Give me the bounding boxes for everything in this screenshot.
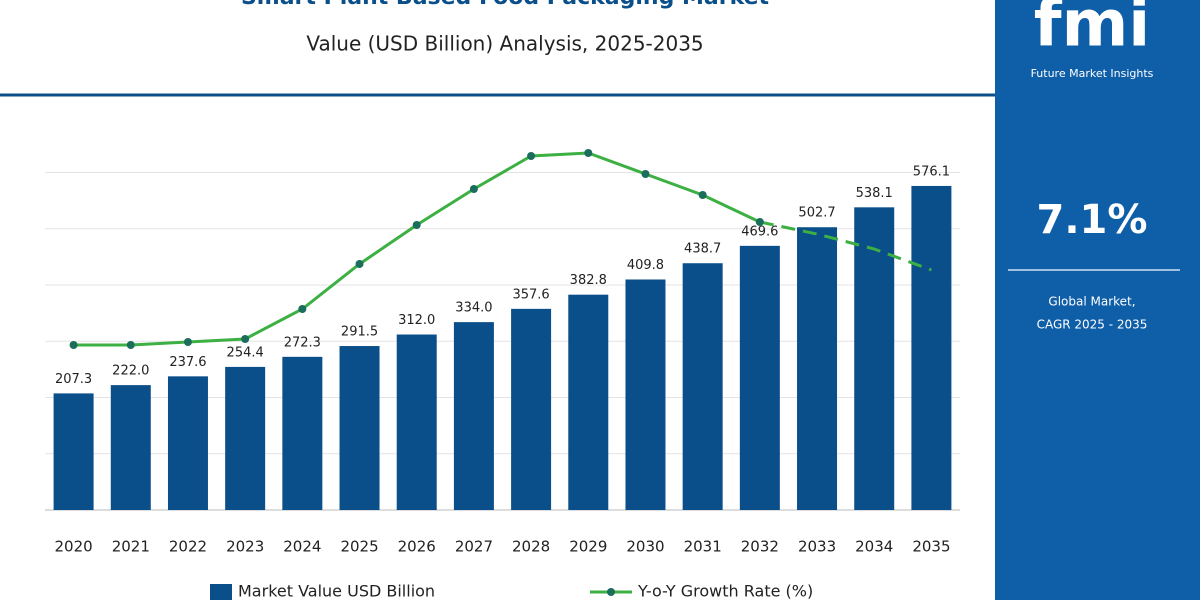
value-label: 291.5 [341, 325, 378, 340]
x-tick-label: 2025 [340, 538, 378, 556]
chart-subtitle: Value (USD Billion) Analysis, 2025-2035 [306, 32, 703, 56]
value-label: 312.0 [398, 313, 435, 328]
value-label: 222.0 [112, 364, 149, 379]
line-marker [298, 305, 307, 313]
legend-swatch [607, 588, 615, 596]
x-tick-label: 2021 [112, 538, 150, 556]
bar [110, 385, 151, 510]
x-tick-label: 2034 [855, 538, 893, 556]
value-label: 502.7 [798, 206, 835, 221]
x-tick-label: 2024 [283, 538, 321, 556]
bar [797, 227, 838, 510]
bar [396, 334, 437, 510]
sidebar [995, 0, 1200, 600]
bar [511, 308, 552, 510]
x-tick-label: 2020 [55, 538, 93, 556]
line-forecast [759, 220, 932, 272]
x-tick-label: 2035 [912, 538, 950, 556]
value-label: 272.3 [284, 335, 321, 350]
line-marker [641, 170, 650, 178]
value-label: 382.8 [570, 273, 607, 288]
x-tick-label: 2029 [569, 538, 607, 556]
brand: Future Market Insights [1031, 67, 1154, 80]
bar [568, 294, 609, 510]
bar [682, 263, 723, 510]
x-tick-label: 2022 [169, 538, 207, 556]
x-tick-label: 2027 [455, 538, 493, 556]
value-label: 237.6 [169, 355, 206, 370]
bar [225, 366, 266, 510]
x-tick-label: 2033 [798, 538, 836, 556]
x-tick-label: 2026 [398, 538, 436, 556]
line-marker [69, 341, 78, 349]
bar [53, 393, 94, 510]
bar [911, 185, 952, 510]
bar [282, 356, 323, 510]
value-label: 576.1 [913, 164, 950, 179]
value-label: 469.6 [741, 224, 778, 239]
value-label: 357.6 [512, 287, 549, 302]
line-marker [584, 149, 593, 157]
line-marker [469, 185, 478, 193]
value-label: 207.3 [55, 372, 92, 387]
bar [625, 279, 666, 510]
legend-swatch [210, 584, 232, 600]
line-marker [755, 218, 764, 226]
bar [339, 346, 380, 510]
value-label: 438.7 [684, 242, 721, 257]
bar [854, 207, 895, 510]
line-marker [126, 341, 135, 349]
line-marker [698, 191, 707, 199]
value-label: 409.8 [627, 258, 664, 273]
line-marker [527, 152, 536, 160]
legend-label: Market Value USD Billion [238, 582, 435, 600]
x-tick-label: 2031 [684, 538, 722, 556]
kpi-caption: CAGR 2025 - 2035 [1037, 318, 1148, 332]
line-marker [412, 221, 421, 229]
value-label: 254.4 [227, 345, 264, 360]
value-label: 334.0 [455, 301, 492, 316]
x-tick-label: 2023 [226, 538, 264, 556]
chart-title: Smart Plant Based Food Packaging Market [241, 0, 770, 10]
kpi: 7.1% [1037, 197, 1148, 243]
line-marker [183, 338, 192, 346]
legend-label: Y-o-Y Growth Rate (%) [637, 582, 813, 600]
bar [167, 376, 208, 510]
bar [453, 322, 494, 510]
x-tick-label: 2028 [512, 538, 550, 556]
line-marker [241, 335, 250, 343]
kpi-caption: Global Market, [1048, 295, 1135, 309]
bar [739, 245, 780, 510]
value-label: 538.1 [856, 186, 893, 201]
x-tick-label: 2030 [626, 538, 664, 556]
x-tick-label: 2032 [741, 538, 779, 556]
logo: fmi [1034, 0, 1150, 62]
line-marker [355, 260, 364, 268]
